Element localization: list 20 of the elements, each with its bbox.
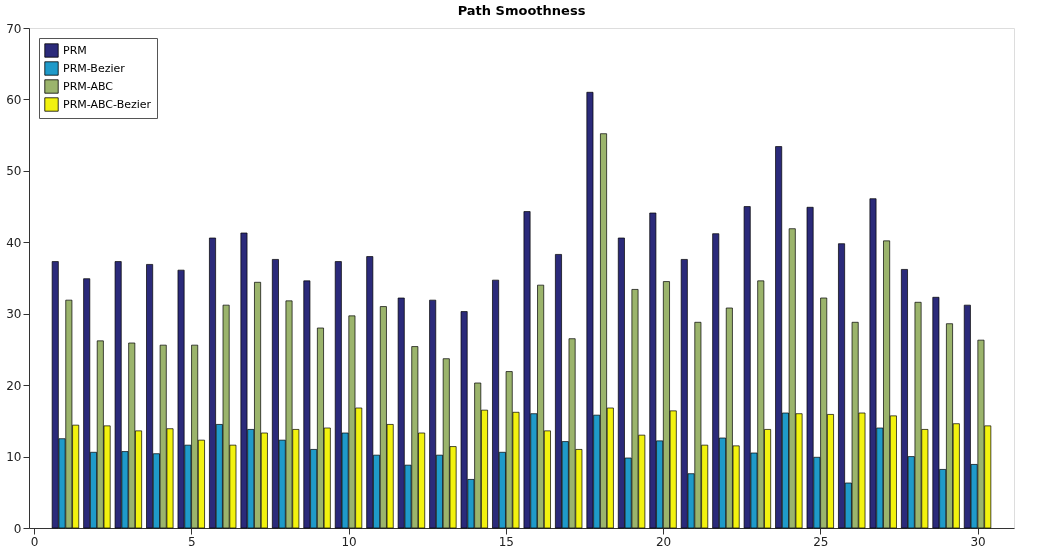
- y-tick-label: 40: [6, 235, 22, 250]
- legend-label: PRM-Bezier: [63, 61, 126, 75]
- x-tick-label: 5: [187, 534, 196, 549]
- legend-label: PRM-ABC: [63, 79, 114, 93]
- y-tick-label: 50: [6, 164, 22, 179]
- y-tick-label: 60: [6, 92, 22, 107]
- chart-title: Path Smoothness: [457, 3, 586, 18]
- y-tick-label: 20: [6, 378, 22, 393]
- y-tick-label: 70: [6, 21, 22, 36]
- legend-label: PRM: [63, 43, 87, 57]
- x-tick-label: 15: [498, 534, 514, 549]
- x-tick-label: 20: [655, 534, 672, 549]
- y-tick-label: 10: [6, 450, 22, 465]
- x-tick-label: 0: [30, 534, 39, 549]
- x-tick-label: 25: [813, 534, 829, 549]
- y-tick-label: 30: [6, 307, 22, 322]
- x-tick-label: 10: [341, 534, 357, 549]
- x-tick-label: 30: [970, 534, 986, 549]
- legend-label: PRM-ABC-Bezier: [63, 97, 152, 111]
- y-tick-label: 0: [13, 521, 22, 536]
